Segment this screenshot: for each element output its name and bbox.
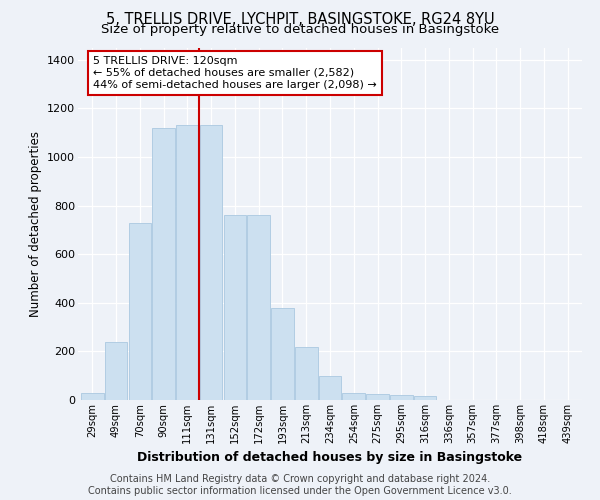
Bar (224, 215, 246, 400)
Bar (414, 396, 436, 400)
Bar (319, 376, 341, 400)
Bar (271, 308, 294, 400)
Text: Size of property relative to detached houses in Basingstoke: Size of property relative to detached ho… (101, 23, 499, 36)
Text: 5, TRELLIS DRIVE, LYCHPIT, BASINGSTOKE, RG24 8YU: 5, TRELLIS DRIVE, LYCHPIT, BASINGSTOKE, … (106, 12, 494, 28)
Bar (81, 392, 104, 400)
Bar (176, 126, 199, 400)
Bar (152, 128, 175, 400)
Text: 5 TRELLIS DRIVE: 120sqm
← 55% of detached houses are smaller (2,582)
44% of semi: 5 TRELLIS DRIVE: 120sqm ← 55% of detache… (93, 56, 377, 90)
Bar (390, 395, 413, 400)
Bar (128, 222, 151, 400)
Text: Contains HM Land Registry data © Crown copyright and database right 2024.
Contai: Contains HM Land Registry data © Crown c… (88, 474, 512, 496)
Y-axis label: Number of detached properties: Number of detached properties (29, 130, 41, 317)
Bar (200, 126, 223, 400)
X-axis label: Distribution of detached houses by size in Basingstoke: Distribution of detached houses by size … (137, 452, 523, 464)
Bar (366, 394, 389, 400)
Bar (343, 392, 365, 400)
Bar (105, 342, 127, 400)
Bar (295, 346, 317, 400)
Bar (247, 215, 270, 400)
